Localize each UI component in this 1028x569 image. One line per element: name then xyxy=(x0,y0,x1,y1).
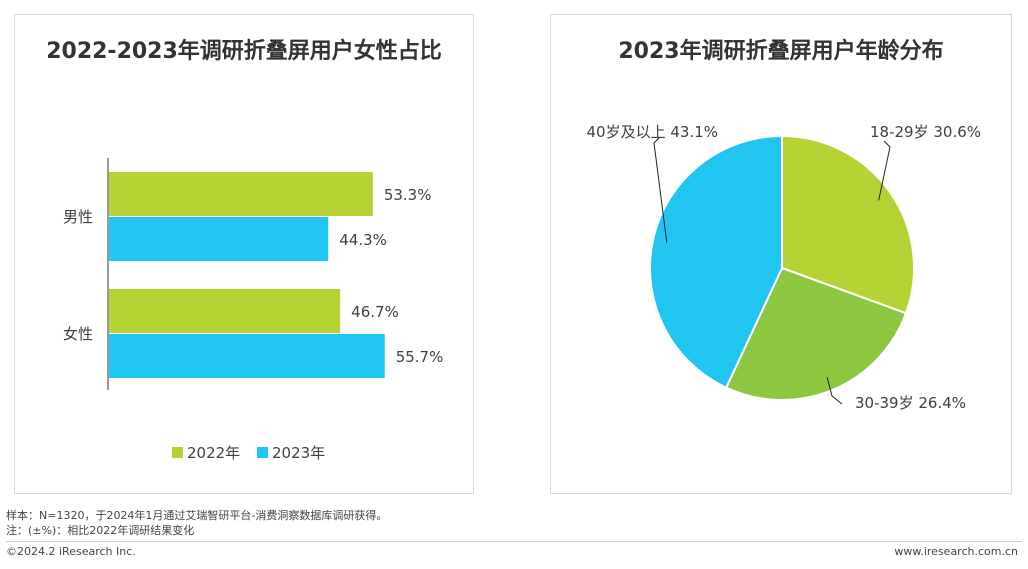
bar-1-1 xyxy=(109,334,385,378)
pie-label-0: 18-29岁 30.6% xyxy=(870,123,981,141)
pie-leader-line-1 xyxy=(826,376,843,405)
bar-value-label-1-0: 46.7% xyxy=(351,303,399,321)
bar-0-0 xyxy=(109,172,373,216)
bar-value-label-1-1: 55.7% xyxy=(396,348,444,366)
pie-slice-0 xyxy=(781,134,915,315)
bar-0-1 xyxy=(109,217,329,261)
bar-value-label-0-0: 53.3% xyxy=(384,186,432,204)
pie-slice-2 xyxy=(649,134,783,389)
sample-note: 样本：N=1320，于2024年1月通过艾瑞智研平台-消费洞察数据库调研获得。 xyxy=(6,509,388,522)
pie-label-2: 40岁及以上 43.1% xyxy=(586,123,718,141)
website-link: www.iresearch.com.cn xyxy=(894,545,1018,558)
bar-value-label-0-1: 44.3% xyxy=(339,231,387,249)
category-label-0: 男性 xyxy=(63,208,93,226)
legend-swatch-0 xyxy=(172,447,183,458)
category-label-1: 女性 xyxy=(63,325,93,343)
legend-label-0: 2022年 xyxy=(187,444,240,462)
bar-chart-title: 2022-2023年调研折叠屏用户女性占比 xyxy=(46,39,442,64)
pie-chart-title: 2023年调研折叠屏用户年龄分布 xyxy=(618,39,944,64)
pie-slice-1 xyxy=(724,266,908,401)
copyright: ©2024.2 iResearch Inc. xyxy=(6,545,136,558)
pie-label-1: 30-39岁 26.4% xyxy=(855,394,966,412)
pie-leader-line-2 xyxy=(653,136,668,243)
remark-note: 注：(±%)：相比2022年调研结果变化 xyxy=(6,524,195,537)
footer-divider xyxy=(6,541,1022,542)
legend-label-1: 2023年 xyxy=(272,444,325,462)
bar-1-0 xyxy=(109,289,341,333)
pie-leader-line-0 xyxy=(878,140,891,201)
legend-swatch-1 xyxy=(257,447,268,458)
